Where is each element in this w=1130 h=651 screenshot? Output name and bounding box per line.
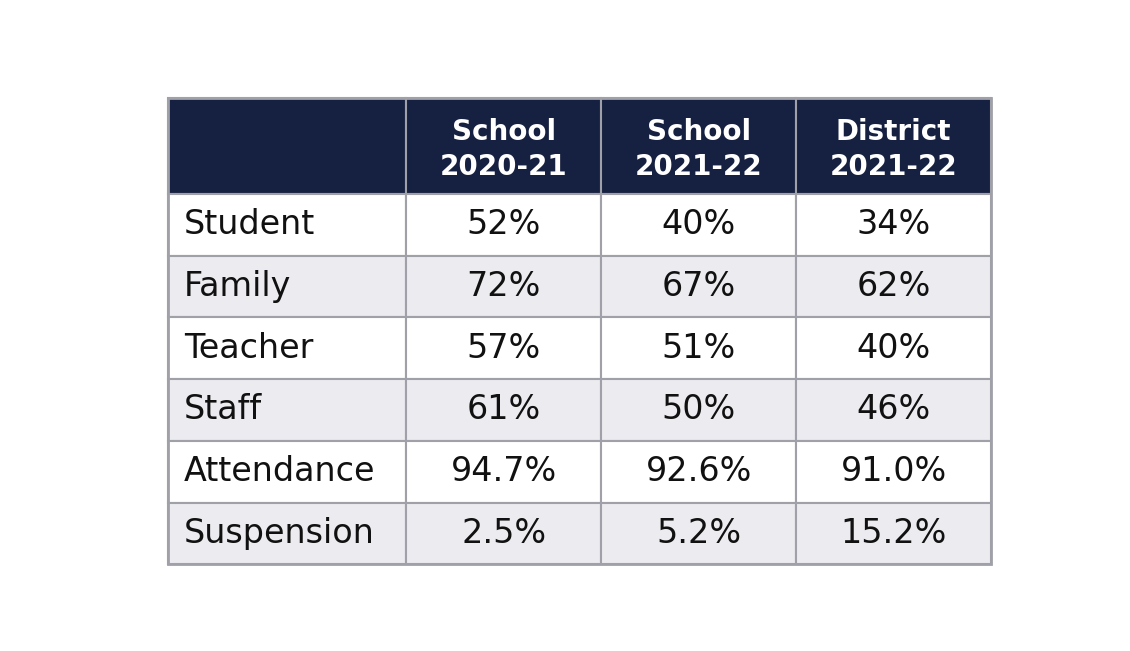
Text: 46%: 46% [857, 393, 931, 426]
Bar [167, 98, 407, 194]
Bar [407, 194, 601, 255]
Bar [167, 441, 407, 503]
Text: 50%: 50% [662, 393, 736, 426]
Bar [407, 255, 601, 317]
Bar [407, 317, 601, 379]
Bar [601, 255, 797, 317]
Bar [167, 379, 407, 441]
Text: 40%: 40% [662, 208, 736, 241]
Text: 61%: 61% [467, 393, 541, 426]
Bar [601, 441, 797, 503]
Bar [407, 98, 601, 194]
Text: 2.5%: 2.5% [461, 517, 547, 550]
Text: 94.7%: 94.7% [451, 455, 557, 488]
Text: 52%: 52% [467, 208, 541, 241]
Text: 40%: 40% [857, 331, 931, 365]
Bar [167, 317, 407, 379]
Text: Family: Family [184, 270, 292, 303]
Text: 62%: 62% [857, 270, 931, 303]
Text: 92.6%: 92.6% [645, 455, 753, 488]
Bar [167, 503, 407, 564]
Text: 67%: 67% [662, 270, 736, 303]
Bar [601, 379, 797, 441]
Text: 2020-21: 2020-21 [440, 153, 567, 181]
Bar [601, 98, 797, 194]
Bar [601, 503, 797, 564]
Bar [797, 194, 991, 255]
Bar [797, 317, 991, 379]
Bar [797, 503, 991, 564]
Bar [797, 98, 991, 194]
Text: 34%: 34% [857, 208, 931, 241]
Text: School: School [452, 118, 556, 146]
Bar [797, 255, 991, 317]
Bar [407, 503, 601, 564]
Bar [167, 255, 407, 317]
Text: 15.2%: 15.2% [841, 517, 947, 550]
Bar [797, 379, 991, 441]
Text: 57%: 57% [467, 331, 541, 365]
Text: Suspension: Suspension [184, 517, 375, 550]
Bar [167, 194, 407, 255]
Text: Student: Student [184, 208, 315, 241]
Text: 5.2%: 5.2% [657, 517, 741, 550]
Bar [797, 441, 991, 503]
Bar [601, 194, 797, 255]
Bar [601, 317, 797, 379]
Text: 2021-22: 2021-22 [829, 153, 957, 181]
Bar [407, 379, 601, 441]
Text: District: District [836, 118, 951, 146]
Text: 91.0%: 91.0% [841, 455, 947, 488]
Text: School: School [646, 118, 751, 146]
Text: Attendance: Attendance [184, 455, 376, 488]
Text: Staff: Staff [184, 393, 262, 426]
Text: 51%: 51% [662, 331, 736, 365]
Text: 2021-22: 2021-22 [635, 153, 763, 181]
Bar [407, 441, 601, 503]
Text: Teacher: Teacher [184, 331, 314, 365]
Text: 72%: 72% [467, 270, 541, 303]
